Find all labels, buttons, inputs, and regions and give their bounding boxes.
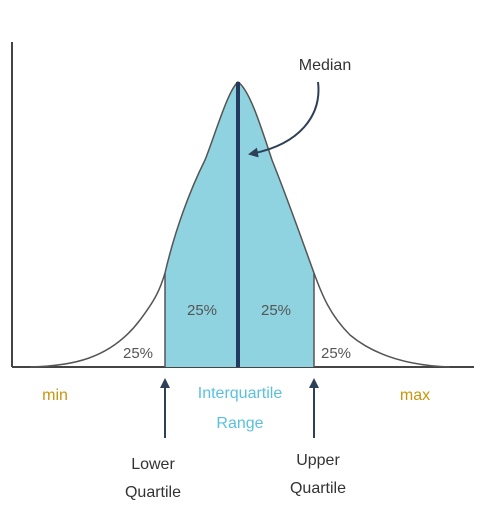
iqr-label-line2: Range [216,415,263,432]
lower-quartile-label-line1: Lower [131,456,175,473]
iqr-label-line1: Interquartile [198,385,283,402]
inner-right-percent: 25% [261,302,291,319]
lower-quartile-label-line2: Quartile [125,484,181,501]
outer-right-percent: 25% [321,345,351,362]
median-arrow [248,81,320,158]
upper-quartile-label-line1: Upper [296,452,340,469]
outer-left-percent: 25% [123,345,153,362]
min-label: min [42,387,68,404]
max-label: max [400,387,430,404]
median-label: Median [299,57,351,74]
upper-quartile-label-line2: Quartile [290,480,346,497]
inner-left-percent: 25% [187,302,217,319]
